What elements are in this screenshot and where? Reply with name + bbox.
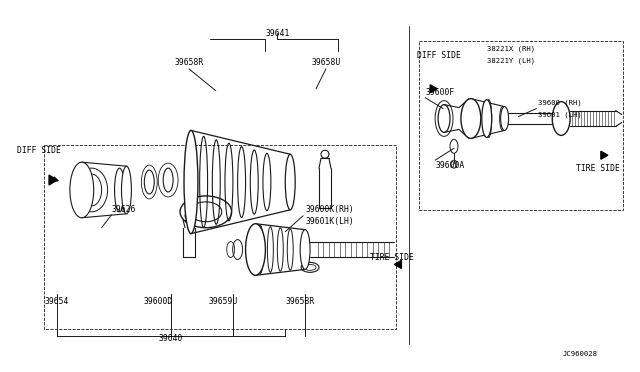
Text: 39640: 39640 — [159, 334, 183, 343]
Ellipse shape — [76, 168, 108, 212]
Text: 39600F: 39600F — [425, 88, 454, 97]
Polygon shape — [49, 175, 57, 185]
Text: 39626: 39626 — [111, 205, 136, 214]
Text: 39600 (RH): 39600 (RH) — [538, 99, 582, 106]
Bar — [419, 41, 623, 210]
Ellipse shape — [246, 224, 266, 275]
Ellipse shape — [122, 166, 131, 214]
Text: TIRE SIDE: TIRE SIDE — [576, 164, 620, 173]
Text: 39658R: 39658R — [285, 296, 314, 306]
Polygon shape — [394, 260, 401, 268]
Ellipse shape — [285, 154, 295, 210]
Text: 38221Y (LH): 38221Y (LH) — [487, 58, 535, 64]
Ellipse shape — [461, 99, 481, 138]
Ellipse shape — [500, 107, 509, 131]
Text: 39600A: 39600A — [435, 161, 465, 170]
Polygon shape — [601, 151, 608, 159]
Text: DIFF SIDE: DIFF SIDE — [17, 146, 61, 155]
Text: 39658R: 39658R — [174, 58, 204, 67]
Text: JC960028: JC960028 — [563, 351, 598, 357]
Text: 39641: 39641 — [265, 29, 289, 38]
Ellipse shape — [482, 100, 492, 137]
Text: DIFF SIDE: DIFF SIDE — [417, 51, 461, 61]
Text: 39658U: 39658U — [311, 58, 340, 67]
Text: 39600K(RH): 39600K(RH) — [305, 205, 354, 214]
Text: 38221X (RH): 38221X (RH) — [487, 46, 535, 52]
Text: TIRE SIDE: TIRE SIDE — [370, 253, 413, 262]
Text: 39600D: 39600D — [143, 296, 173, 306]
Bar — [44, 145, 396, 329]
Ellipse shape — [552, 102, 570, 135]
Polygon shape — [430, 85, 437, 93]
Ellipse shape — [70, 162, 93, 218]
Text: 39601K(LH): 39601K(LH) — [305, 217, 354, 226]
Ellipse shape — [300, 230, 310, 269]
Ellipse shape — [184, 131, 198, 234]
Text: 39601 (LH): 39601 (LH) — [538, 111, 582, 118]
Text: 39659U: 39659U — [209, 296, 238, 306]
Text: 39654: 39654 — [44, 296, 68, 306]
